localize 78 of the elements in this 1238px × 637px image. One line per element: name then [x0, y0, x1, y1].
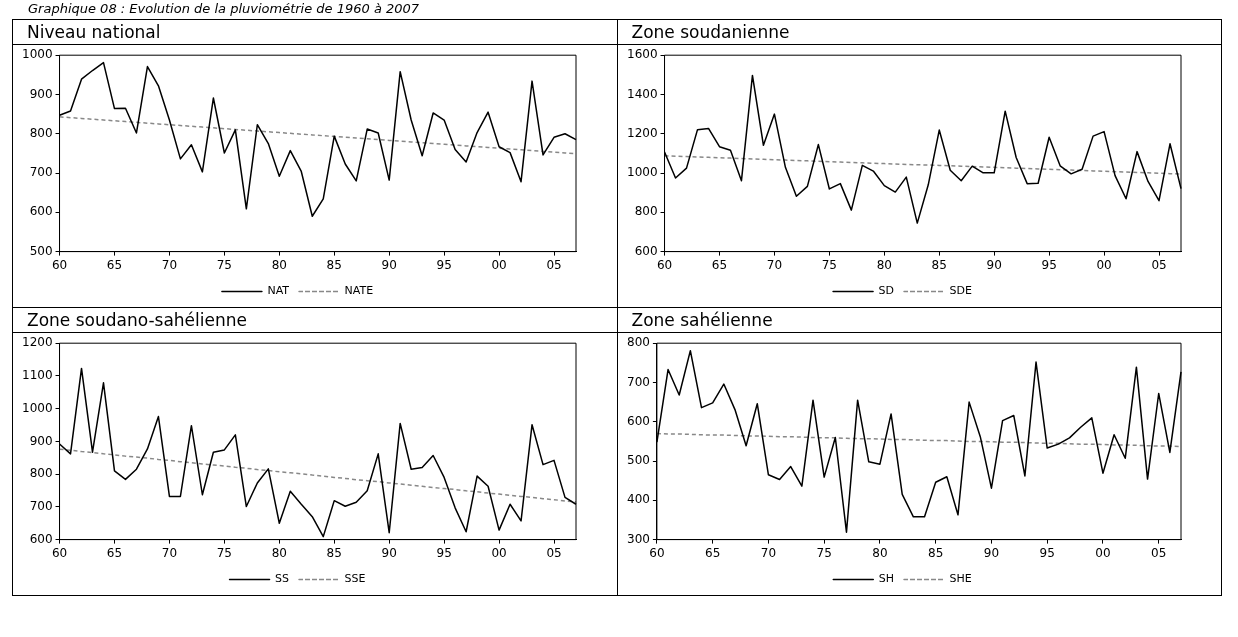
x-tick-label: 75: [816, 545, 832, 560]
legend-label: SS: [275, 572, 290, 586]
x-tick-label: 90: [986, 257, 1002, 272]
x-tick-label: 95: [1039, 545, 1055, 560]
x-tick-label: 85: [326, 257, 342, 272]
x-tick-label: 05: [1150, 257, 1167, 272]
y-tick-label: 900: [29, 433, 53, 448]
legend-label: NATE: [344, 284, 374, 298]
x-tick-label: 85: [927, 545, 943, 560]
y-tick-label: 1200: [21, 335, 53, 350]
y-tick-label: 700: [626, 374, 650, 389]
legend-label: SSE: [344, 572, 366, 586]
x-tick-label: 85: [326, 545, 342, 560]
x-tick-label: 60: [656, 257, 672, 272]
x-tick-label: 70: [161, 545, 178, 560]
x-tick-label: 60: [51, 257, 68, 272]
x-tick-label: 00: [491, 257, 507, 272]
y-tick-label: 1000: [21, 400, 53, 415]
x-tick-label: 05: [1150, 545, 1166, 560]
y-tick-label: 500: [626, 453, 650, 468]
x-tick-label: 90: [381, 257, 397, 272]
legend-label: SHE: [949, 572, 972, 586]
y-tick-label: 700: [29, 165, 53, 180]
x-tick-label: 95: [436, 257, 452, 272]
y-tick-label: 600: [626, 413, 650, 428]
y-tick-label: 800: [29, 466, 53, 481]
x-tick-label: 60: [51, 545, 68, 560]
y-tick-label: 300: [626, 531, 650, 546]
chart-title: Zone soudano-sahélienne: [12, 307, 617, 333]
x-tick-label: 65: [106, 257, 123, 272]
legend-label: SD: [878, 284, 894, 298]
x-tick-label: 65: [106, 545, 123, 560]
y-tick-label: 1000: [21, 47, 53, 62]
x-tick-label: 80: [271, 257, 287, 272]
y-tick-label: 600: [29, 204, 53, 219]
y-tick-label: 1200: [626, 125, 658, 140]
x-tick-label: 95: [1041, 257, 1057, 272]
x-tick-label: 05: [546, 545, 562, 560]
y-tick-label: 600: [634, 243, 658, 258]
x-tick-label: 75: [216, 545, 233, 560]
y-tick-label: 600: [29, 531, 53, 546]
y-tick-label: 500: [29, 243, 53, 258]
y-tick-label: 1400: [626, 86, 658, 101]
chart-title: Zone sahélienne: [617, 307, 1222, 333]
x-tick-label: 00: [491, 545, 507, 560]
chart-title: Niveau national: [12, 19, 617, 45]
x-tick-label: 85: [931, 257, 947, 272]
text: Graphique 08 : Evolution de la pluviométrie de 1960 à 2007: [28, 1, 420, 16]
y-tick-label: 400: [626, 492, 650, 507]
x-tick-label: 90: [381, 545, 397, 560]
y-tick-label: 1600: [626, 47, 658, 62]
x-tick-label: 00: [1094, 545, 1111, 560]
x-tick-label: 60: [648, 545, 665, 560]
x-tick-label: 65: [711, 257, 727, 272]
y-tick-label: 700: [29, 498, 53, 513]
x-tick-label: 70: [161, 257, 178, 272]
y-tick-label: 1100: [21, 368, 53, 383]
y-tick-label: 800: [29, 125, 53, 140]
chart-title: Zone soudanienne: [617, 19, 1222, 45]
x-tick-label: 90: [983, 545, 999, 560]
legend-label: SH: [878, 572, 894, 586]
x-tick-label: 70: [766, 257, 782, 272]
x-tick-label: 70: [760, 545, 776, 560]
legend-label: SDE: [949, 284, 972, 298]
x-tick-label: 75: [216, 257, 233, 272]
legend-label: NAT: [267, 284, 290, 298]
x-tick-label: 75: [821, 257, 837, 272]
y-tick-label: 900: [29, 86, 53, 101]
x-tick-label: 80: [876, 257, 892, 272]
y-tick-label: 800: [634, 204, 658, 219]
x-tick-label: 00: [1095, 257, 1112, 272]
x-tick-label: 95: [436, 545, 452, 560]
y-tick-label: 800: [626, 335, 650, 350]
x-tick-label: 80: [871, 545, 888, 560]
x-tick-label: 65: [704, 545, 720, 560]
x-tick-label: 05: [546, 257, 562, 272]
x-tick-label: 80: [271, 545, 287, 560]
y-tick-label: 1000: [626, 165, 658, 180]
